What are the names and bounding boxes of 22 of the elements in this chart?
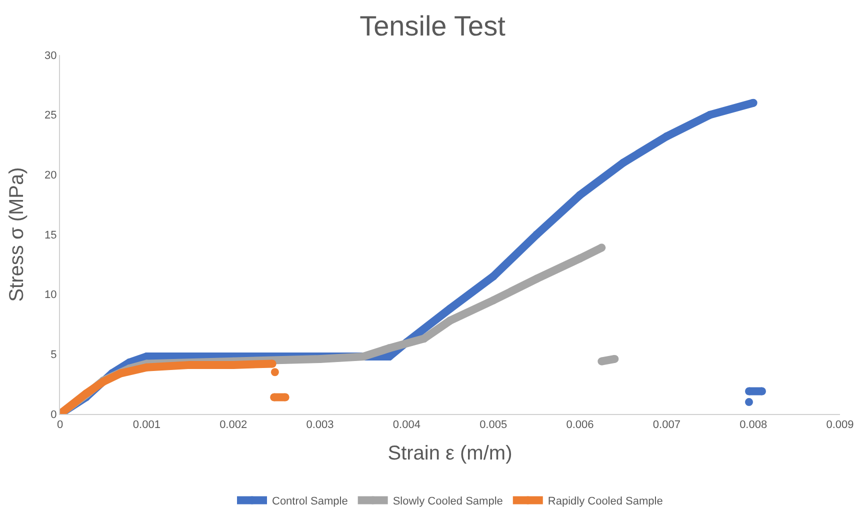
y-tick-label: 15 [44,229,57,242]
legend-label: Rapidly Cooled Sample [548,496,663,508]
y-tick-label: 20 [44,170,57,182]
x-tick-label: 0.001 [132,419,160,432]
x-tick-label: 0.005 [480,419,508,432]
legend-label: Control Sample [272,496,348,508]
x-tick-label: 0.006 [566,419,594,432]
x-tick-label: 0.007 [652,419,680,432]
chart-title: Tensile Test [360,10,506,42]
x-tick-label: 0.002 [220,419,248,432]
x-axis-title: Strain ε (m/m) [388,442,512,465]
y-axis-title: Stress σ (MPa) [6,167,28,302]
x-tick-label: 0.009 [826,419,854,432]
y-tick-label: 5 [50,349,57,362]
x-tick-label: 0.003 [306,419,334,432]
y-tick-label: 10 [44,289,57,302]
legend-label: Slowly Cooled Sample [392,496,503,508]
y-tick-label: 30 [44,50,57,62]
x-tick-label: 0.004 [392,419,420,432]
y-tick-label: 25 [44,110,57,122]
y-tick-label: 0 [50,408,57,421]
x-tick-label: 0.008 [740,419,768,432]
